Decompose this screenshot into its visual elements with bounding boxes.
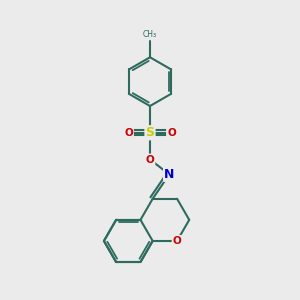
Text: N: N <box>164 168 175 181</box>
Text: O: O <box>146 154 154 164</box>
Text: O: O <box>124 128 133 138</box>
Text: O: O <box>167 128 176 138</box>
Text: S: S <box>146 126 154 139</box>
Text: CH₃: CH₃ <box>143 30 157 39</box>
Text: O: O <box>173 236 182 246</box>
